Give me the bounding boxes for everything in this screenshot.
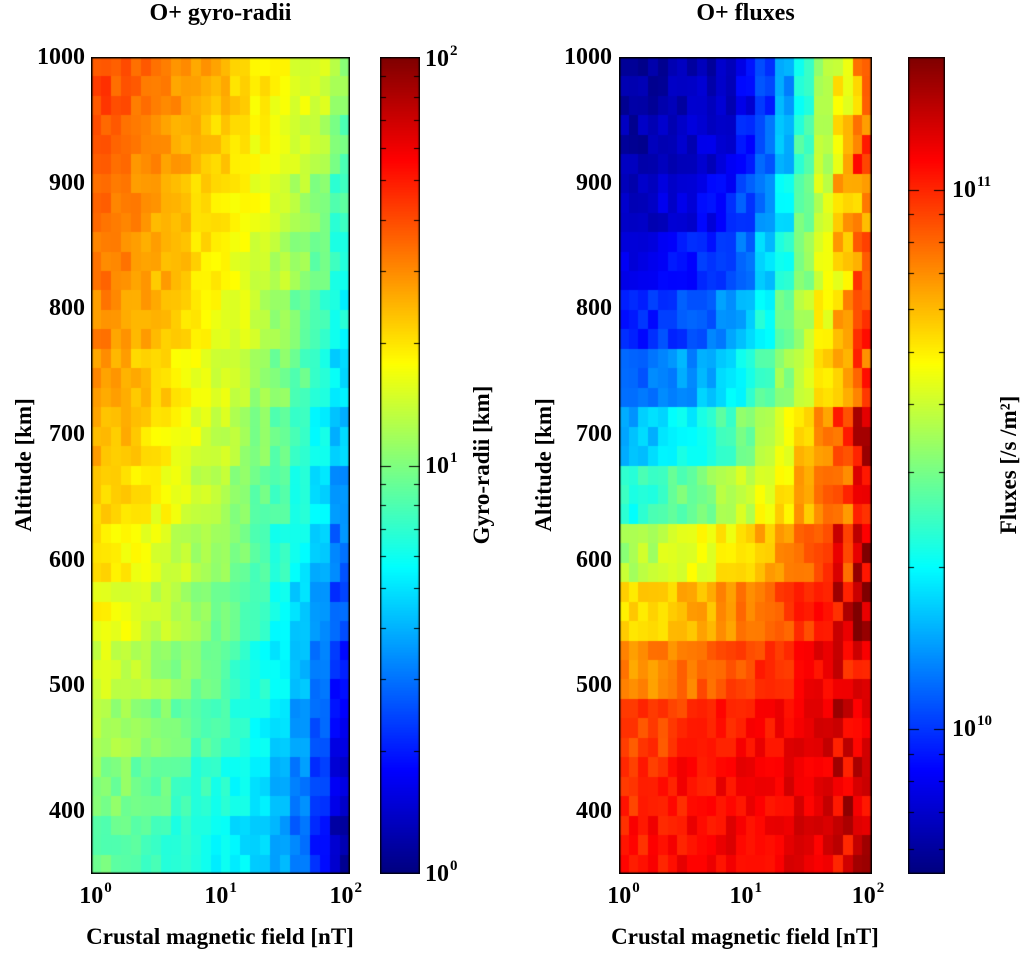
colorbar-tick-10e0: 100: [425, 858, 458, 888]
x-tick-10e2: 102: [851, 880, 885, 910]
colorbar-canvas-fluxes: [908, 57, 945, 874]
x-tick-10e0: 100: [607, 880, 640, 910]
x-axis-label-right: Crustal magnetic field [nT]: [611, 924, 879, 949]
chart-title-gyro-radii: O+ gyro-radii: [149, 0, 292, 26]
y-axis-label-right: Altitude [km]: [531, 398, 556, 532]
x-tick-10e0: 100: [79, 880, 112, 910]
y-tick-900: 900: [49, 169, 85, 196]
y-tick-500: 500: [576, 672, 612, 699]
y-tick-1000: 1000: [564, 44, 612, 70]
y-tick-500: 500: [49, 672, 85, 699]
colorbar-tick-10e11: 1011: [952, 173, 992, 203]
colorbar-tick-10e10: 1010: [952, 712, 992, 742]
y-tick-700: 700: [576, 421, 612, 448]
colorbar-label-fluxes: Fluxes [/s /m²]: [996, 395, 1021, 535]
colorbar-tick-10e2: 102: [425, 43, 458, 73]
colorbar-canvas-gyro-radii: [380, 57, 420, 874]
y-tick-1000: 1000: [37, 44, 85, 70]
y-tick-400: 400: [576, 798, 612, 825]
colorbar-tick-10e1: 101: [425, 449, 458, 479]
y-tick-800: 800: [576, 295, 612, 322]
y-tick-400: 400: [49, 798, 85, 825]
heatmap-canvas-gyro-radii: [91, 57, 350, 874]
y-tick-600: 600: [49, 546, 85, 573]
x-tick-10e1: 101: [204, 880, 237, 910]
y-tick-700: 700: [49, 421, 85, 448]
heatmap-canvas-fluxes: [619, 57, 872, 874]
y-axis-label-left: Altitude [km]: [11, 398, 36, 532]
x-tick-10e2: 102: [329, 880, 362, 910]
x-axis-label-left: Crustal magnetic field [nT]: [86, 924, 354, 949]
y-tick-600: 600: [576, 546, 612, 573]
y-tick-900: 900: [576, 169, 612, 196]
y-tick-800: 800: [49, 295, 85, 322]
chart-title-fluxes: O+ fluxes: [696, 0, 795, 26]
x-tick-10e1: 101: [729, 880, 762, 910]
